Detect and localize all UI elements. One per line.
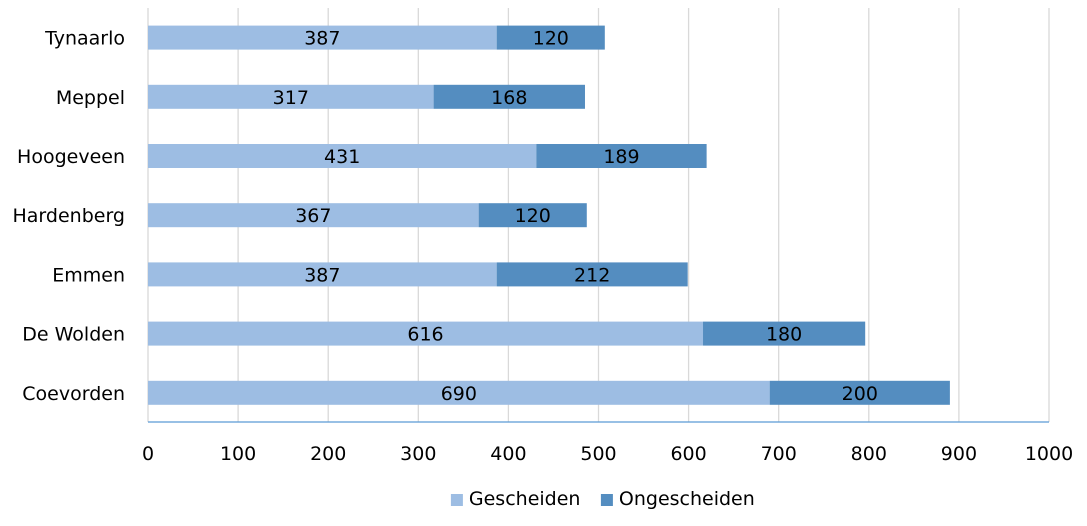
data-label-ongescheiden-meppel: 168 bbox=[491, 87, 527, 109]
category-label-coevorden: Coevorden bbox=[22, 383, 125, 405]
data-label-gescheiden-meppel: 317 bbox=[273, 87, 309, 109]
bar-gescheiden-hardenberg bbox=[148, 203, 479, 228]
data-label-ongescheiden-tynaarlo: 120 bbox=[533, 28, 569, 50]
x-tick-label-800: 800 bbox=[851, 443, 887, 465]
legend-swatch-gescheiden bbox=[450, 494, 463, 506]
bar-gescheiden-meppel bbox=[148, 84, 434, 109]
legend-label-gescheiden: Gescheiden bbox=[469, 488, 581, 510]
bar-ongescheiden-emmen bbox=[496, 262, 688, 287]
data-labels: 387 120 317 168 431 189 367 120 387 212 616 180 690 2… bbox=[273, 28, 878, 405]
legend-label-ongescheiden: Ongescheiden bbox=[619, 488, 755, 510]
bar-gescheiden-coevorden bbox=[148, 380, 770, 405]
data-label-gescheiden-tynaarlo: 387 bbox=[304, 28, 340, 50]
legend-swatch-ongescheiden bbox=[600, 494, 613, 506]
data-label-gescheiden-emmen: 387 bbox=[304, 264, 340, 286]
bar-ongescheiden-meppel bbox=[433, 84, 585, 109]
category-label-emmen: Emmen bbox=[52, 264, 125, 286]
x-tick-label-600: 600 bbox=[670, 443, 706, 465]
x-tick-label-700: 700 bbox=[761, 443, 797, 465]
bars bbox=[148, 25, 950, 405]
x-tick-label-100: 100 bbox=[220, 443, 256, 465]
bar-gescheiden-tynaarlo bbox=[148, 25, 497, 50]
x-tick-label-400: 400 bbox=[490, 443, 526, 465]
bar-ongescheiden-hardenberg bbox=[478, 203, 587, 228]
x-tick-label-200: 200 bbox=[310, 443, 346, 465]
category-label-meppel: Meppel bbox=[56, 87, 125, 109]
data-label-ongescheiden-de-wolden: 180 bbox=[766, 324, 802, 346]
category-label-hardenberg: Hardenberg bbox=[13, 205, 126, 227]
data-label-ongescheiden-hardenberg: 120 bbox=[515, 205, 551, 227]
legend: Gescheiden Ongescheiden bbox=[450, 488, 755, 510]
category-label-tynaarlo: Tynaarlo bbox=[44, 28, 125, 50]
bar-gescheiden-hoogeveen bbox=[148, 144, 537, 168]
data-label-ongescheiden-coevorden: 200 bbox=[842, 383, 878, 405]
bar-ongescheiden-coevorden bbox=[769, 380, 950, 405]
x-tick-label-500: 500 bbox=[580, 443, 616, 465]
category-label-de-wolden: De Wolden bbox=[22, 324, 125, 346]
data-label-gescheiden-hoogeveen: 431 bbox=[324, 146, 360, 168]
x-tick-label-900: 900 bbox=[941, 443, 977, 465]
data-label-gescheiden-coevorden: 690 bbox=[441, 383, 477, 405]
bar-ongescheiden-tynaarlo bbox=[496, 25, 605, 50]
data-label-ongescheiden-hoogeveen: 189 bbox=[603, 146, 639, 168]
x-tick-label-300: 300 bbox=[400, 443, 436, 465]
data-label-gescheiden-hardenberg: 367 bbox=[295, 205, 331, 227]
bar-ongescheiden-de-wolden bbox=[703, 321, 866, 346]
bar-gescheiden-de-wolden bbox=[148, 321, 704, 346]
data-label-gescheiden-de-wolden: 616 bbox=[407, 324, 443, 346]
axes: 0 100 200 300 400 500 600 700 800 900 1000 Tynaarlo… bbox=[13, 28, 1074, 465]
data-label-ongescheiden-emmen: 212 bbox=[574, 264, 610, 286]
bar-gescheiden-emmen bbox=[148, 262, 497, 287]
x-tick-label-0: 0 bbox=[142, 443, 154, 465]
category-label-hoogeveen: Hoogeveen bbox=[17, 146, 125, 168]
x-tick-label-1000: 1000 bbox=[1025, 443, 1073, 465]
bar-ongescheiden-hoogeveen bbox=[536, 144, 707, 168]
